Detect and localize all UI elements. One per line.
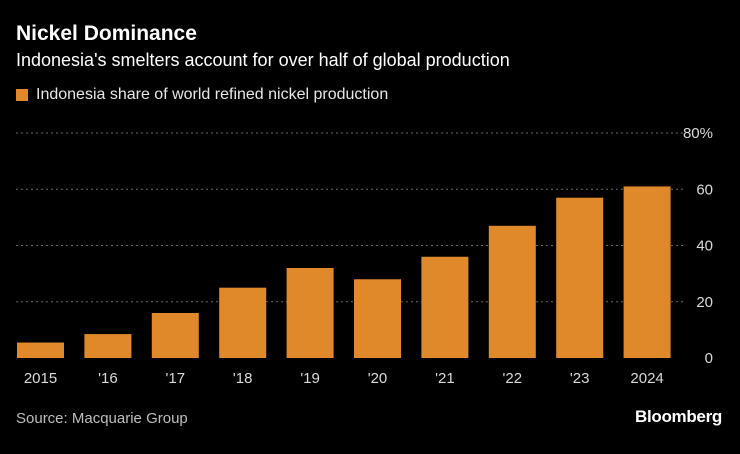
- y-tick-label: 0: [705, 350, 713, 367]
- x-tick-label: 2015: [24, 370, 57, 387]
- bar: [488, 225, 536, 358]
- x-tick-label: '19: [300, 370, 320, 387]
- y-tick-label: 80%: [683, 125, 713, 142]
- legend-label: Indonesia share of world refined nickel …: [36, 86, 389, 103]
- legend: Indonesia share of world refined nickel …: [16, 86, 388, 104]
- x-tick-label: '17: [166, 370, 186, 387]
- source-note: Source: Macquarie Group: [16, 410, 188, 427]
- bar: [556, 197, 604, 358]
- x-tick-label: '21: [435, 370, 455, 387]
- bar: [151, 313, 199, 358]
- chart-subtitle: Indonesia's smelters account for over ha…: [16, 50, 510, 70]
- y-tick-label: 60: [696, 181, 713, 198]
- x-tick-label: '22: [503, 370, 523, 387]
- brand-logo: Bloomberg: [634, 407, 722, 426]
- bar: [84, 334, 132, 358]
- bar: [286, 268, 334, 358]
- bar: [623, 186, 671, 358]
- chart-title: Nickel Dominance: [16, 22, 197, 45]
- x-tick-label: '18: [233, 370, 253, 387]
- x-tick-label: '23: [570, 370, 590, 387]
- x-tick-label: 2024: [630, 370, 663, 387]
- bar: [354, 279, 401, 358]
- legend-swatch: [16, 89, 28, 101]
- bar: [219, 287, 267, 358]
- y-tick-label: 20: [696, 294, 713, 311]
- x-tick-label: '20: [368, 370, 388, 387]
- x-tick-label: '16: [98, 370, 118, 387]
- bar: [17, 342, 64, 358]
- bar: [421, 256, 469, 358]
- y-tick-label: 40: [696, 238, 713, 255]
